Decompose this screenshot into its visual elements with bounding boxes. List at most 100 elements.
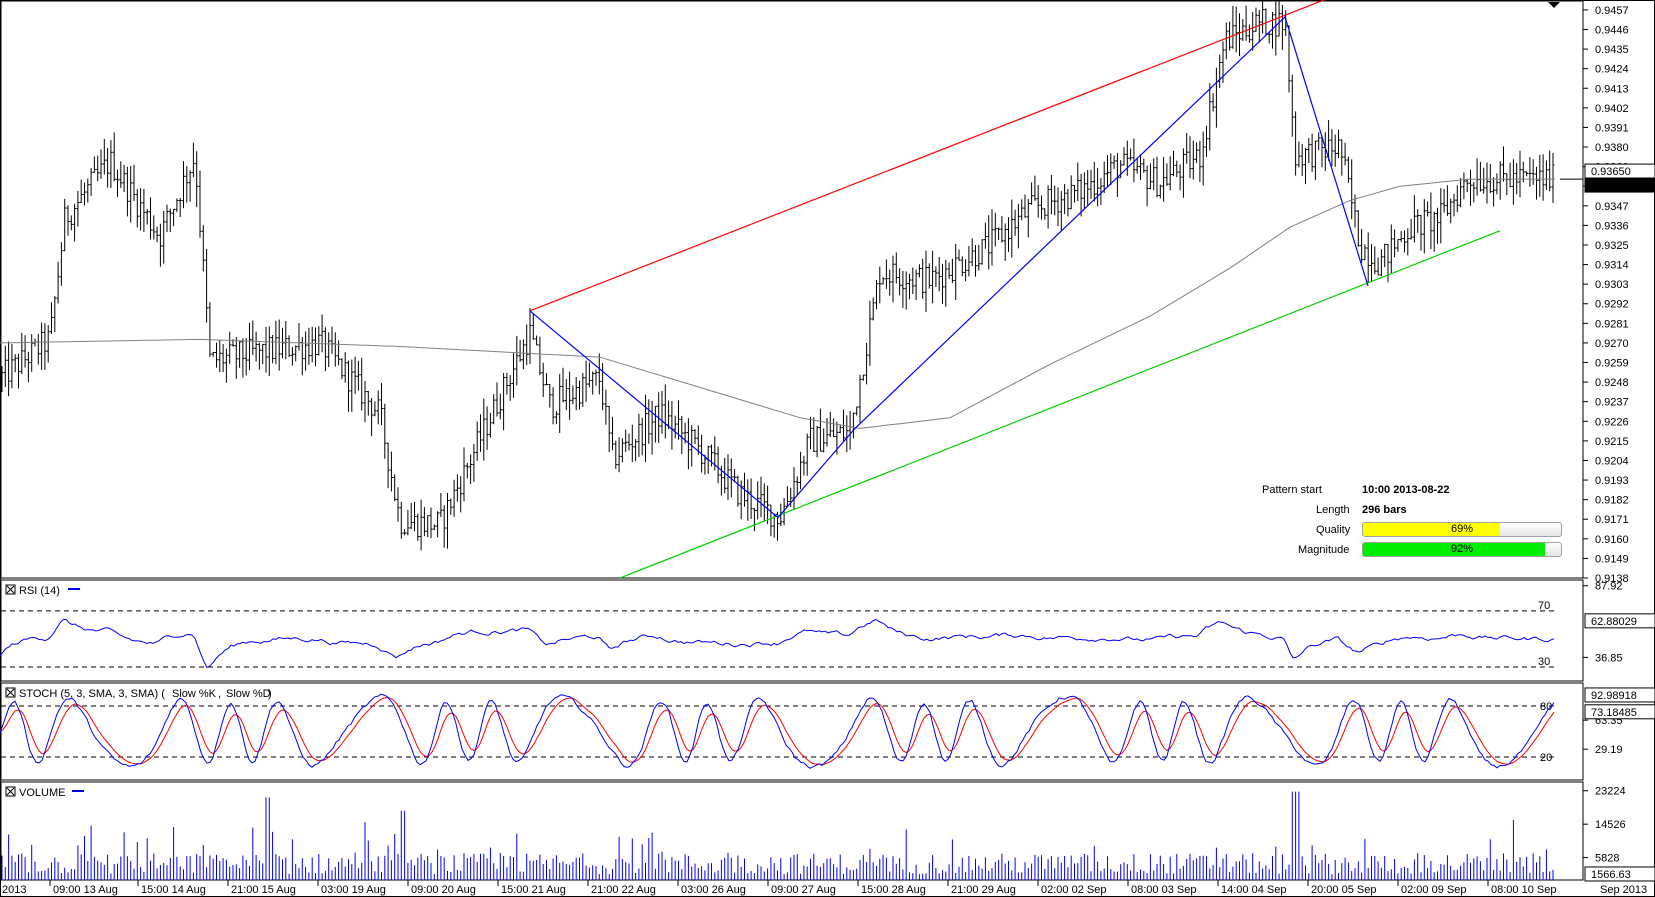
price-bar xyxy=(132,164,136,202)
price-bar xyxy=(1238,13,1241,57)
price-bar xyxy=(125,166,129,217)
price-bar xyxy=(86,178,90,203)
price-bar xyxy=(30,334,34,372)
price-bar xyxy=(574,376,578,411)
price-bar xyxy=(389,451,393,492)
price-bar xyxy=(686,418,690,470)
price-bar xyxy=(1294,111,1298,176)
price-bar xyxy=(1393,229,1397,258)
price-bar xyxy=(977,244,981,271)
price-bar xyxy=(1152,158,1156,191)
price-bar xyxy=(640,417,644,456)
price-bar xyxy=(1379,249,1383,277)
price-bar xyxy=(1145,165,1149,207)
panel-frame xyxy=(0,579,1584,682)
price-bar xyxy=(1531,159,1535,185)
price-bar xyxy=(139,188,143,231)
price-bar xyxy=(875,279,878,310)
price-bar xyxy=(1112,155,1116,169)
price-bar xyxy=(818,408,822,452)
upper-channel-line xyxy=(529,0,1326,312)
price-bar xyxy=(1073,184,1076,203)
price-bar xyxy=(92,156,96,173)
price-bar xyxy=(1089,169,1093,200)
price-bar xyxy=(422,506,426,537)
price-bar xyxy=(297,323,301,351)
price-bar xyxy=(564,379,568,411)
price-bar xyxy=(1313,140,1317,181)
price-bar xyxy=(383,403,387,459)
price-bar xyxy=(1218,54,1222,89)
price-bar xyxy=(1198,140,1202,183)
length-label: Length xyxy=(1316,504,1350,516)
price-bar xyxy=(1063,183,1067,215)
price-bar xyxy=(1386,243,1390,283)
price-bar xyxy=(46,325,50,363)
price-bar xyxy=(1310,133,1314,172)
rsi-current-value: 62.88029 xyxy=(1591,616,1637,628)
price-bar xyxy=(36,333,40,365)
price-axis-label: 0.9237 xyxy=(1595,397,1629,409)
price-bar xyxy=(1172,150,1175,177)
price-bar xyxy=(997,227,1001,240)
price-bar xyxy=(815,425,819,458)
price-bar xyxy=(1422,199,1426,254)
price-bar xyxy=(162,210,166,264)
stoch-level-label: 80 xyxy=(1540,701,1552,713)
price-bar xyxy=(1478,161,1482,192)
price-bar xyxy=(23,335,27,368)
price-bar xyxy=(1020,199,1024,221)
price-axis-label: 0.9138 xyxy=(1595,573,1629,585)
price-bar xyxy=(607,405,611,453)
price-bar xyxy=(505,372,509,395)
price-bar xyxy=(980,239,984,265)
price-bar xyxy=(908,273,911,300)
price-bar xyxy=(310,326,314,363)
price-bar xyxy=(205,248,209,323)
price-bar xyxy=(1261,0,1265,34)
price-bar xyxy=(241,338,245,378)
panel-title-end: ) xyxy=(268,688,272,700)
price-bar xyxy=(135,189,139,228)
price-bar xyxy=(637,413,641,457)
price-bar xyxy=(1069,175,1073,210)
price-bar xyxy=(568,371,572,420)
price-bar xyxy=(109,140,113,188)
price-bar xyxy=(904,271,908,310)
price-bar xyxy=(63,198,67,252)
price-axis-label: 0.9435 xyxy=(1595,44,1629,56)
price-bar xyxy=(696,425,700,455)
rsi-axis-label: 36.85 xyxy=(1595,652,1623,664)
current-price-label: 0.93600 xyxy=(1591,180,1631,192)
price-bar xyxy=(1185,132,1189,164)
price-bar xyxy=(1366,232,1370,284)
price-bar xyxy=(518,339,522,362)
price-bar xyxy=(1257,9,1261,43)
price-bar xyxy=(924,250,928,312)
time-axis-label: 21:00 29 Aug xyxy=(951,884,1016,896)
price-bar xyxy=(868,300,872,366)
price-bar xyxy=(832,418,836,438)
price-bar xyxy=(376,390,380,425)
price-bar xyxy=(191,142,195,178)
price-bar xyxy=(498,393,502,420)
price-bar xyxy=(0,366,4,393)
price-bar xyxy=(482,398,486,461)
price-bar xyxy=(1115,153,1119,198)
price-bar xyxy=(1412,195,1416,243)
price-bar xyxy=(264,326,268,373)
pattern-start-label: Pattern start xyxy=(1262,484,1322,496)
price-bar xyxy=(502,372,506,431)
price-bar xyxy=(363,380,367,423)
price-axis-label: 0.9325 xyxy=(1595,240,1629,252)
price-bar xyxy=(347,360,350,412)
price-bar xyxy=(993,212,997,247)
price-bar xyxy=(13,354,17,373)
moving-average-line xyxy=(0,178,1555,429)
price-bar xyxy=(1135,157,1139,174)
time-axis-label: 15:00 21 Aug xyxy=(501,884,566,896)
stoch-k-value-box xyxy=(1584,687,1655,703)
stoch-k-line xyxy=(0,693,1555,769)
price-bar xyxy=(1396,239,1400,252)
rsi-line xyxy=(0,618,1555,669)
